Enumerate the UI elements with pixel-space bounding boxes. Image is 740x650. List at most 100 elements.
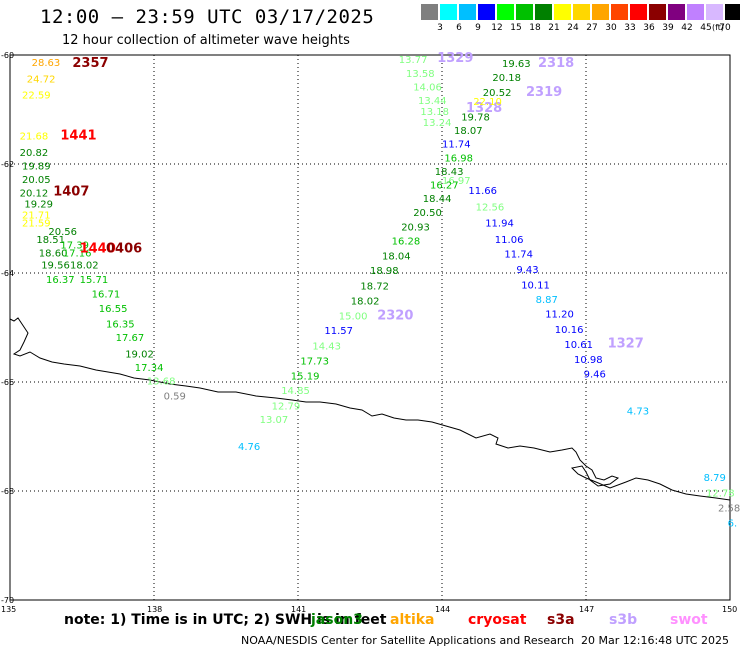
legend-swatch	[497, 4, 514, 20]
wave-height-label: 18.44	[423, 194, 452, 205]
wave-height-label: 13.44	[418, 96, 447, 107]
wave-height-label: 13.18	[420, 107, 449, 118]
wave-height-label: 17.16	[63, 249, 92, 260]
wave-height-label: 28.63	[32, 58, 61, 69]
coastline	[9, 317, 731, 501]
pass-time-label: 0406	[106, 241, 142, 256]
wave-height-label: 16.71	[92, 290, 121, 301]
legend-tick-label: 21	[548, 23, 560, 33]
legend-swatch	[649, 4, 666, 20]
satellite-swot: swot	[670, 612, 708, 628]
wave-height-label: 21.68	[20, 131, 49, 142]
wave-height-label: 20.18	[492, 73, 521, 84]
wave-height-label: 19.29	[24, 200, 53, 211]
wave-height-label: 19.02	[125, 349, 154, 360]
latitude-label: -70	[1, 596, 14, 605]
wave-height-label: 17.39	[60, 240, 89, 251]
legend-swatch	[668, 4, 685, 20]
legend-tick-label: 6	[456, 23, 462, 33]
legend-swatch	[516, 4, 533, 20]
wave-height-label: 22.10	[473, 97, 502, 108]
wave-height-label: 17.34	[135, 363, 164, 374]
wave-height-label: 18.02	[70, 261, 99, 272]
wave-height-label: 18.04	[382, 251, 411, 262]
wave-height-label: 21.71	[22, 211, 51, 222]
wave-height-label: 18.72	[360, 281, 389, 292]
pass-time-label: 2319	[526, 85, 562, 100]
grid-lines	[10, 55, 730, 600]
legend-swatch	[554, 4, 571, 20]
legend-swatch	[459, 4, 476, 20]
wave-height-label: 20.50	[413, 208, 442, 219]
pass-time-label: 1440	[80, 241, 116, 256]
pass-time-label: 1441	[60, 128, 96, 143]
legend-swatch	[440, 4, 457, 20]
wave-height-label: 8.87	[536, 295, 558, 306]
wave-height-label: 13.77	[399, 55, 428, 66]
wave-height-label: 4.76	[238, 442, 260, 453]
latitude-labels: -60 -62 -64 -66 -68 -70	[1, 51, 14, 605]
wave-height-label: 14.43	[312, 341, 341, 352]
wave-height-label: 16.55	[99, 304, 128, 315]
legend-tick-label: 70	[719, 23, 731, 33]
wave-height-label: 0.59	[164, 391, 186, 402]
wave-height-label: 16.35	[106, 320, 135, 331]
wave-height-label: 18.07	[454, 126, 483, 137]
wave-height-label: 19.56	[41, 261, 70, 272]
longitude-label: 135	[1, 605, 16, 614]
pass-time-label: 2318	[538, 56, 574, 71]
wave-height-label: 11.74	[504, 250, 533, 261]
wave-height-label: 20.05	[22, 175, 51, 186]
longitude-label: 147	[579, 605, 594, 614]
wave-height-label: 9.43	[516, 265, 538, 276]
wave-height-label: 12.78	[706, 488, 735, 499]
observations: 28.63 2357 24.72 22.59 21.68 1441 20.82 19.89 20…	[20, 51, 740, 529]
wave-height-label: 20.56	[48, 227, 77, 238]
wave-height-label: 15.00	[339, 311, 368, 322]
legend-tick-label: 39	[662, 23, 674, 33]
pass-time-label: 1327	[608, 337, 644, 352]
wave-height-label: 10.61	[564, 340, 593, 351]
wave-height-label: 12.56	[476, 202, 505, 213]
page-subtitle: 12 hour collection of altimeter wave hei…	[62, 33, 350, 48]
page-title: 12:00 — 23:59 UTC 03/17/2025	[40, 6, 375, 28]
wave-height-label: 16.97	[442, 176, 471, 187]
wave-height-label: 11.74	[442, 140, 471, 151]
wave-height-label: 11.66	[468, 186, 497, 197]
legend-swatch	[725, 4, 740, 20]
pass-time-label: 2357	[72, 56, 108, 71]
satellite-cryosat: cryosat	[468, 612, 527, 628]
legend-tick-label: 45	[700, 23, 712, 33]
legend-tick-label: 9	[475, 23, 481, 33]
footer-credit: NOAA/NESDIS Center for Satellite Applica…	[241, 634, 575, 647]
wave-height-label: 19.63	[502, 59, 531, 70]
satellite-jason3: jason3	[311, 612, 363, 628]
wave-height-label: 6.	[728, 518, 738, 529]
wave-height-label: 16.28	[392, 237, 421, 248]
latitude-label: -62	[1, 160, 14, 169]
legend-tick-label: 33	[624, 23, 636, 33]
pass-time-label: 1329	[437, 51, 473, 66]
wave-height-label: 24.72	[27, 74, 56, 85]
longitude-label: 138	[147, 605, 162, 614]
longitude-label: 150	[722, 605, 737, 614]
wave-height-label: 16.37	[46, 275, 75, 286]
wave-height-label: 16.27	[430, 181, 459, 192]
legend-swatch	[592, 4, 609, 20]
wave-height-label: 10.16	[555, 325, 584, 336]
longitude-label: 141	[291, 605, 306, 614]
longitude-label: 144	[435, 605, 450, 614]
wave-height-label: 10.11	[521, 280, 550, 291]
wave-height-label: 11.57	[324, 326, 353, 337]
longitude-labels: 135 138 141 144 147 150	[1, 605, 737, 614]
satellite-s3b: s3b	[609, 612, 638, 628]
latitude-label: -60	[1, 51, 14, 60]
wave-height-label: 13.68	[147, 377, 176, 388]
latitude-label: -68	[1, 487, 14, 496]
wave-height-label: 11.94	[485, 219, 514, 230]
footer-note: note: 1) Time is in UTC; 2) SWH is in fe…	[64, 612, 387, 628]
wave-height-label: 19.78	[461, 112, 490, 123]
wave-height-label: 21.59	[22, 219, 51, 230]
wave-height-label: 22.59	[22, 91, 51, 102]
wave-height-label: 19.89	[22, 161, 51, 172]
